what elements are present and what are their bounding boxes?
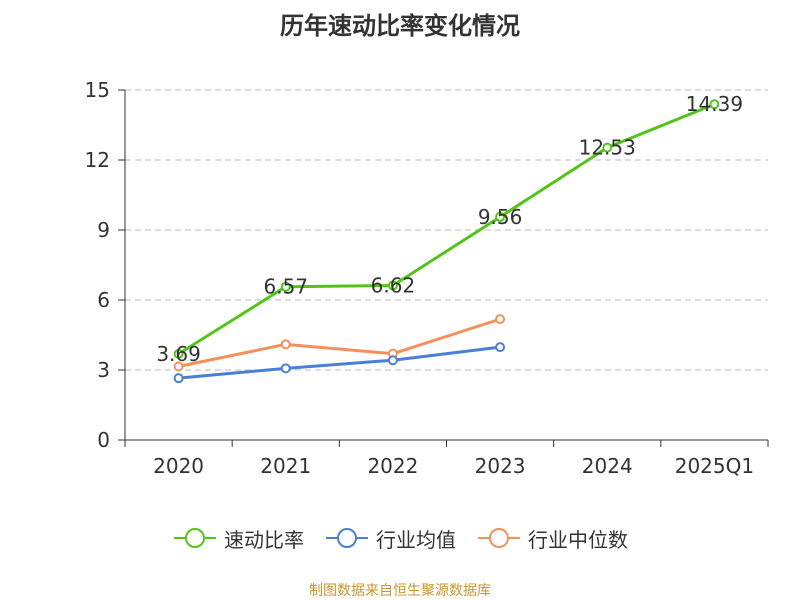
legend: 速动比率 行业均值 行业中位数 (0, 518, 800, 558)
data-point (495, 314, 506, 325)
grid-lines (125, 89, 768, 371)
data-label: 6.57 (263, 275, 308, 299)
x-tick-label: 2021 (260, 454, 311, 478)
data-point (173, 373, 184, 384)
data-point (280, 339, 291, 350)
legend-item[interactable]: 速动比率 (172, 524, 304, 553)
x-tick-label: 2020 (153, 454, 204, 478)
x-tick-label: 2023 (475, 454, 526, 478)
data-point (173, 361, 184, 372)
y-tick-label: 3 (97, 358, 110, 382)
x-tick-label: 2025Q1 (675, 454, 754, 478)
legend-symbol-icon (478, 528, 520, 548)
series-line (178, 345, 501, 380)
data-label: 14.39 (686, 92, 743, 116)
series-lines (173, 99, 720, 384)
legend-symbol-icon (174, 528, 216, 548)
x-tick-label: 2024 (582, 454, 633, 478)
data-label: 12.53 (579, 136, 636, 160)
legend-item[interactable]: 行业中位数 (476, 524, 628, 553)
data-point (709, 99, 720, 110)
series-line (177, 102, 715, 356)
legend-label: 行业均值 (376, 527, 456, 552)
legend-marker (337, 528, 357, 548)
y-tick-label: 15 (85, 78, 110, 102)
y-tick-label: 9 (97, 218, 110, 242)
data-point (280, 363, 291, 374)
axes: 0 3 6 9 12 15 2020 2021 2022 2023 2024 2025Q1 (85, 78, 769, 478)
data-point (495, 211, 506, 222)
data-label: 3.69 (156, 342, 201, 366)
data-point (495, 342, 506, 353)
data-point (173, 348, 184, 359)
data-label: 9.56 (478, 205, 523, 229)
legend-marker (489, 528, 509, 548)
source-note: 制图数据来自恒生聚源数据库 (309, 583, 491, 599)
y-tick-label: 12 (85, 148, 110, 172)
data-label: 6.62 (371, 274, 416, 298)
data-point (280, 281, 291, 292)
series-line (178, 317, 501, 368)
data-point (387, 280, 398, 291)
x-tick-label: 2022 (367, 454, 418, 478)
legend-marker (185, 528, 205, 548)
chart-title: 历年速动比率变化情况 (280, 12, 520, 40)
legend-label: 行业中位数 (528, 527, 628, 552)
data-point (602, 142, 613, 153)
legend-label: 速动比率 (224, 527, 304, 552)
data-labels: 3.69 6.57 6.62 9.56 12.53 14.39 (156, 92, 743, 366)
y-tick-label: 0 (97, 428, 110, 452)
data-point (387, 355, 398, 366)
y-tick-label: 6 (97, 288, 110, 312)
legend-item[interactable]: 行业均值 (324, 524, 456, 553)
legend-symbol-icon (326, 528, 368, 548)
